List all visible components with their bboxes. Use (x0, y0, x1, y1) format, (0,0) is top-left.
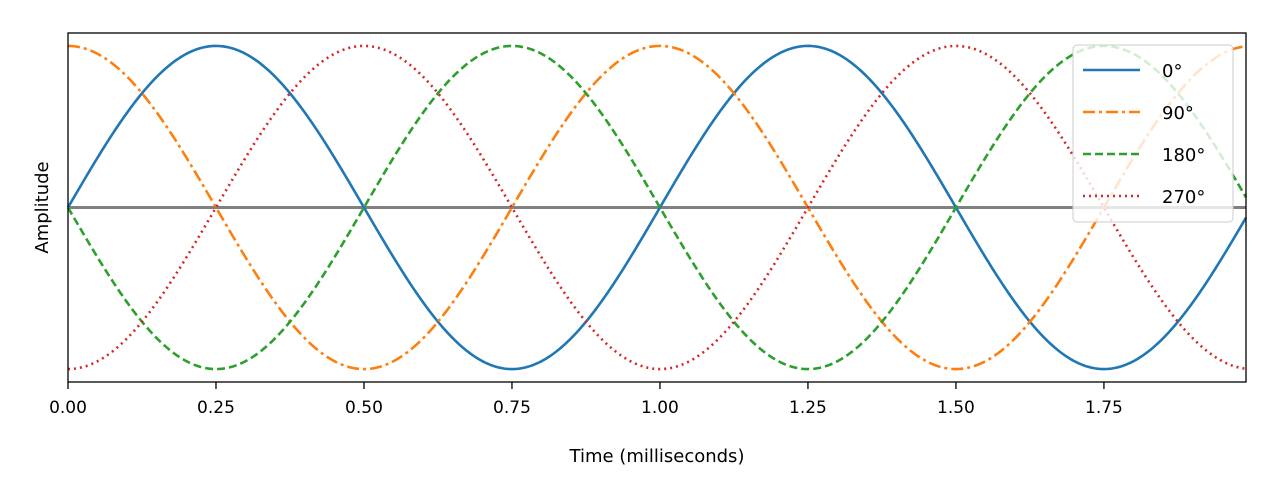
x-tick-label: 0.25 (197, 398, 235, 418)
x-tick-label: 0.00 (49, 398, 87, 418)
legend-label-0: 0° (1162, 61, 1182, 82)
series-group (66, 44, 1248, 371)
series-line-180 (66, 44, 1248, 371)
series-line-0 (66, 44, 1248, 371)
x-tick-label: 1.00 (641, 398, 679, 418)
series-line-90 (67, 44, 1247, 371)
legend-label-90: 90° (1162, 103, 1194, 124)
x-axis-label: Time (milliseconds) (569, 446, 745, 467)
x-tick-label: 0.75 (493, 398, 531, 418)
legend-label-180: 180° (1162, 145, 1205, 166)
legend-box (1072, 44, 1234, 223)
axes-frame (67, 32, 1247, 383)
y-axis-label: Amplitude (32, 161, 53, 253)
x-tick-label: 1.50 (937, 398, 975, 418)
x-tick-label: 1.25 (789, 398, 827, 418)
x-axis: 0.00 0.25 0.50 0.75 1.00 1.25 1.50 1.75 (49, 382, 1123, 418)
legend-label-270: 270° (1162, 187, 1205, 208)
legend: 0° 90° 180° 270° (1072, 44, 1234, 223)
x-tick-label: 0.50 (345, 398, 383, 418)
x-tick-label: 1.75 (1085, 398, 1123, 418)
series-line-270 (67, 44, 1247, 371)
